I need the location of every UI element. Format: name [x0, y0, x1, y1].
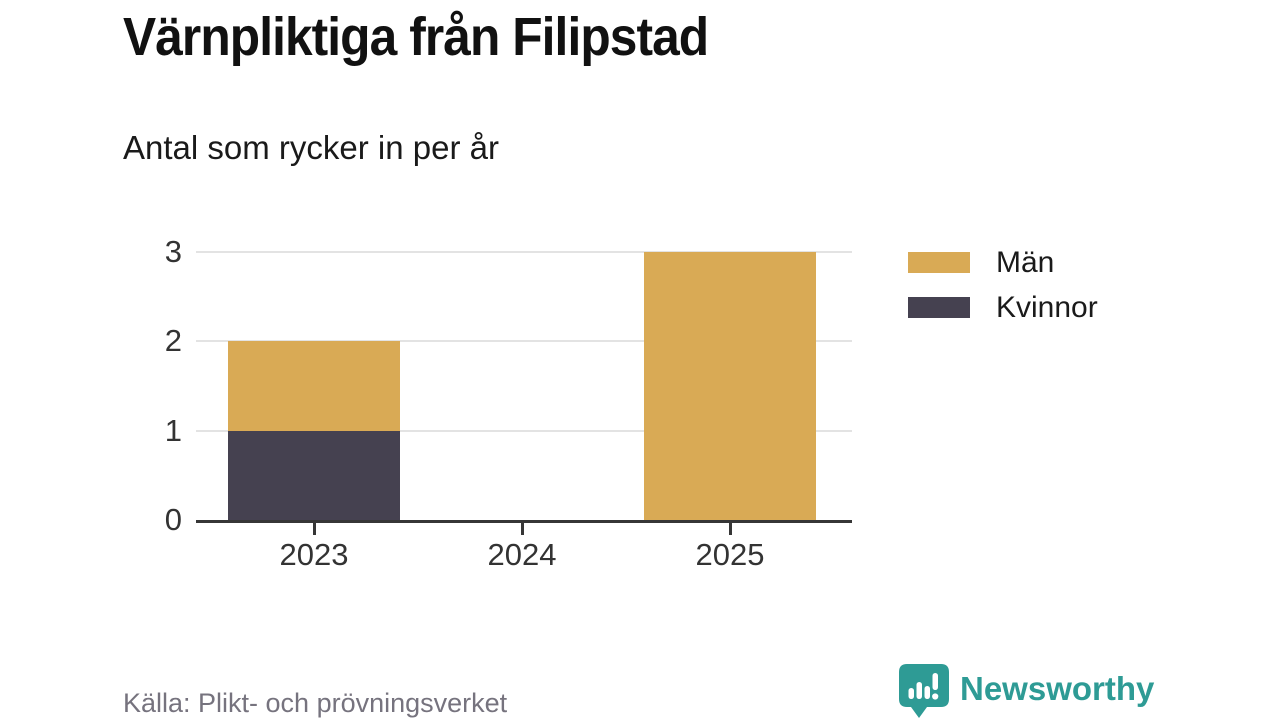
legend-item-kvinnor: Kvinnor — [908, 285, 1098, 330]
chart-title: Värnpliktiga från Filipstad — [123, 7, 709, 67]
legend-swatch-kvinnor — [908, 297, 970, 318]
x-axis-label-2023: 2023 — [279, 537, 349, 572]
legend-swatch-man — [908, 252, 970, 273]
x-axis-tick-2024 — [520, 523, 524, 535]
chart-subtitle: Antal som rycker in per år — [123, 129, 499, 166]
brand-logo: Newsworthy — [897, 662, 1154, 720]
y-axis-label-2: 2 — [164, 323, 182, 359]
x-axis-label-2024: 2024 — [487, 537, 557, 572]
legend-label-man: Män — [996, 245, 1055, 279]
bar-segment-2023-Män — [228, 341, 400, 431]
y-axis-label-1: 1 — [164, 412, 182, 448]
legend-label-kvinnor: Kvinnor — [996, 290, 1098, 324]
x-axis-tick-2023 — [312, 523, 316, 535]
gridline-y1 — [196, 429, 852, 432]
plot-area: 0 1 2 3 2023 2024 2025 — [165, 234, 852, 572]
x-axis-tick-2025 — [728, 523, 732, 535]
legend: Män Kvinnor — [908, 240, 1098, 330]
bar-segment-2025-Män — [644, 252, 816, 520]
source-note: Källa: Plikt- och prövningsverket — [123, 688, 508, 718]
brand-name: Newsworthy — [960, 670, 1155, 707]
newsworthy-speech-bubble-chart-icon — [899, 664, 949, 718]
y-axis-label-3: 3 — [164, 234, 182, 269]
gridline-y3 — [196, 251, 852, 253]
bar-segment-2023-Kvinnor — [228, 430, 400, 520]
gridline-y2 — [196, 340, 852, 343]
y-axis-label-0: 0 — [164, 502, 182, 537]
legend-item-man: Män — [908, 240, 1098, 285]
x-axis-label-2025: 2025 — [695, 537, 765, 572]
